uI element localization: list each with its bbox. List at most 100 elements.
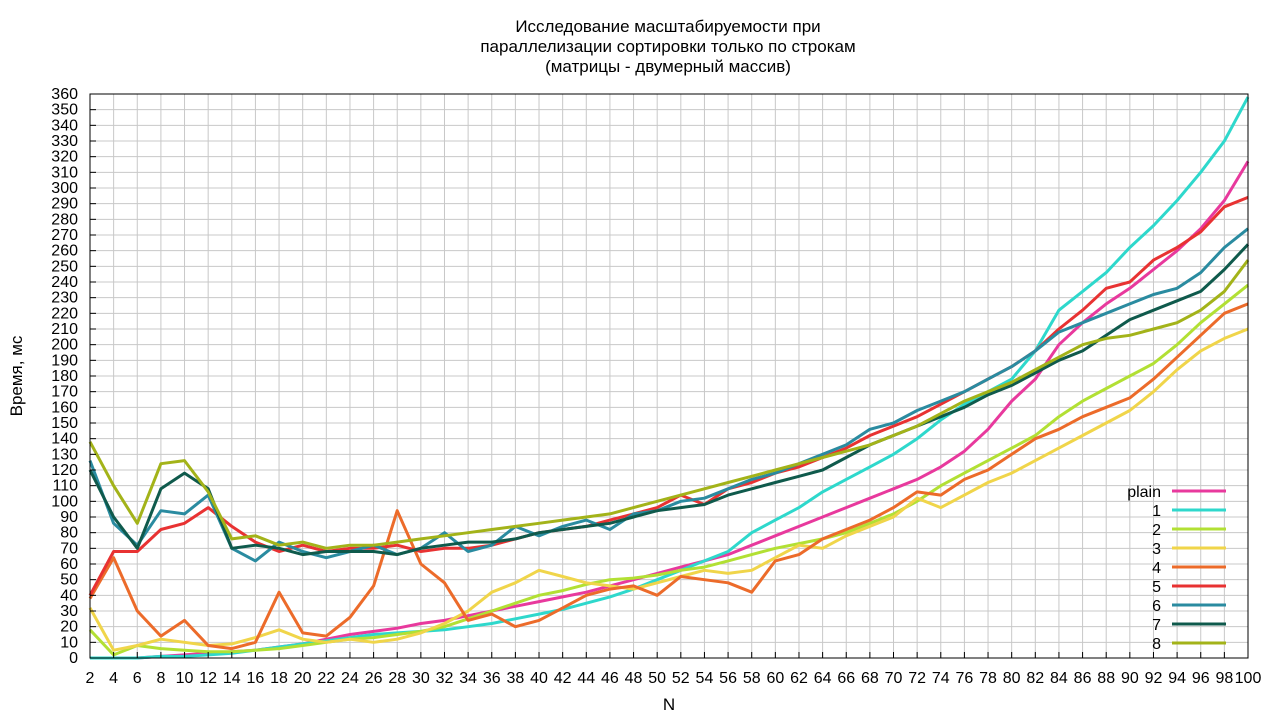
x-tick-label: 100 (1235, 670, 1262, 687)
x-tick-label: 38 (506, 670, 524, 687)
y-tick-label: 300 (51, 180, 78, 197)
legend-label-4: 4 (1152, 560, 1161, 577)
legend-label-plain: plain (1127, 484, 1161, 501)
y-tick-label: 330 (51, 133, 78, 150)
x-tick-label: 76 (956, 670, 974, 687)
x-tick-label: 54 (696, 670, 714, 687)
legend-label-7: 7 (1152, 617, 1161, 634)
y-tick-label: 0 (69, 650, 78, 667)
x-tick-label: 94 (1168, 670, 1186, 687)
y-tick-label: 20 (60, 619, 78, 636)
y-tick-label: 130 (51, 446, 78, 463)
x-tick-label: 96 (1192, 670, 1210, 687)
y-tick-label: 360 (51, 86, 78, 103)
x-tick-label: 50 (648, 670, 666, 687)
y-tick-label: 290 (51, 196, 78, 213)
y-tick-label: 180 (51, 368, 78, 385)
y-tick-label: 90 (60, 509, 78, 526)
x-tick-label: 16 (247, 670, 265, 687)
x-tick-label: 72 (908, 670, 926, 687)
y-tick-label: 120 (51, 462, 78, 479)
y-tick-label: 230 (51, 290, 78, 307)
x-tick-label: 36 (483, 670, 501, 687)
y-tick-label: 150 (51, 415, 78, 432)
series-line-8 (88, 259, 1250, 550)
series-line-7 (88, 243, 1250, 557)
x-tick-label: 70 (885, 670, 903, 687)
x-tick-label: 26 (365, 670, 383, 687)
x-tick-label: 78 (979, 670, 997, 687)
x-tick-label: 20 (294, 670, 312, 687)
legend-label-8: 8 (1152, 636, 1161, 653)
y-tick-label: 250 (51, 258, 78, 275)
x-tick-label: 68 (861, 670, 879, 687)
y-tick-label: 220 (51, 305, 78, 322)
x-tick-label: 18 (270, 670, 288, 687)
y-tick-label: 350 (51, 102, 78, 119)
series-line-5 (88, 196, 1249, 597)
y-tick-label: 70 (60, 540, 78, 557)
x-tick-label: 34 (459, 670, 477, 687)
x-tick-label: 24 (341, 670, 359, 687)
y-tick-label: 170 (51, 384, 78, 401)
y-axis-label: Время, мс (7, 335, 26, 416)
y-tick-label: 240 (51, 274, 78, 291)
y-tick-label: 100 (51, 493, 78, 510)
x-tick-label: 66 (837, 670, 855, 687)
x-tick-label: 82 (1026, 670, 1044, 687)
x-tick-label: 44 (577, 670, 595, 687)
series-line-4 (88, 302, 1249, 651)
y-tick-label: 260 (51, 243, 78, 260)
series-line-2 (88, 283, 1249, 657)
x-tick-label: 30 (412, 670, 430, 687)
x-tick-label: 92 (1145, 670, 1163, 687)
axis-ticks: 0102030405060708090100110120130140150160… (51, 86, 1261, 687)
x-tick-label: 64 (814, 670, 832, 687)
x-tick-label: 22 (317, 670, 335, 687)
grid (89, 93, 1249, 659)
x-tick-label: 6 (133, 670, 142, 687)
x-tick-label: 8 (156, 670, 165, 687)
series-line-3 (88, 327, 1249, 652)
y-tick-label: 160 (51, 399, 78, 416)
x-tick-label: 4 (109, 670, 118, 687)
x-axis-label: N (663, 695, 675, 714)
x-tick-label: 88 (1097, 670, 1115, 687)
series-line-6 (88, 227, 1249, 563)
x-tick-label: 10 (176, 670, 194, 687)
y-tick-label: 310 (51, 164, 78, 181)
y-tick-label: 30 (60, 603, 78, 620)
x-tick-label: 58 (743, 670, 761, 687)
legend-label-6: 6 (1152, 598, 1161, 615)
y-tick-label: 10 (60, 634, 78, 651)
y-tick-label: 50 (60, 572, 78, 589)
y-tick-label: 60 (60, 556, 78, 573)
series-line-1 (90, 96, 1250, 660)
x-tick-label: 86 (1074, 670, 1092, 687)
x-tick-label: 52 (672, 670, 690, 687)
x-tick-label: 46 (601, 670, 619, 687)
y-tick-label: 40 (60, 587, 78, 604)
x-tick-label: 32 (436, 670, 454, 687)
x-tick-label: 40 (530, 670, 548, 687)
x-tick-label: 12 (199, 670, 217, 687)
legend: plain 1 2 3 4 5 6 7 8 (1127, 484, 1226, 653)
x-tick-label: 98 (1215, 670, 1233, 687)
x-tick-label: 2 (86, 670, 95, 687)
legend-label-1: 1 (1152, 503, 1161, 520)
y-tick-label: 80 (60, 525, 78, 542)
y-tick-label: 190 (51, 352, 78, 369)
x-tick-label: 62 (790, 670, 808, 687)
x-tick-label: 56 (719, 670, 737, 687)
x-tick-label: 28 (388, 670, 406, 687)
x-tick-label: 42 (554, 670, 572, 687)
series-line-plain (90, 160, 1250, 660)
y-tick-label: 110 (52, 478, 78, 495)
y-tick-label: 280 (51, 211, 78, 228)
y-tick-label: 140 (51, 431, 78, 448)
y-tick-label: 200 (51, 337, 78, 354)
x-tick-label: 60 (766, 670, 784, 687)
series-lines (88, 96, 1250, 660)
legend-label-3: 3 (1152, 541, 1161, 558)
